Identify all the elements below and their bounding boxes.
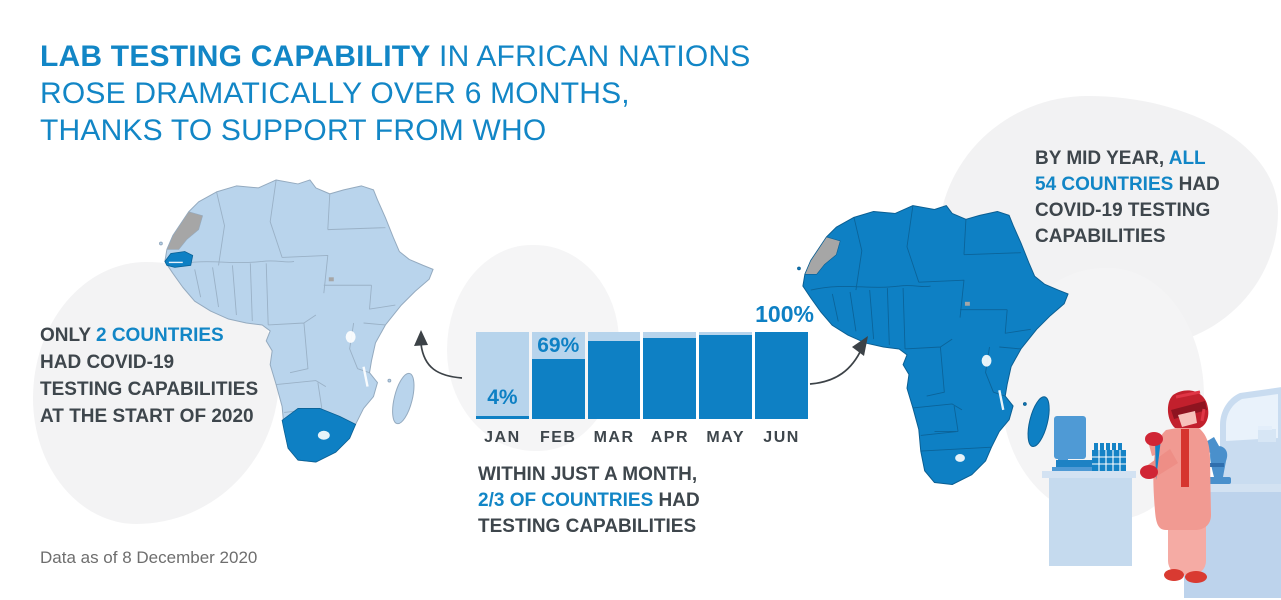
note-mid-highlight: 2/3 OF COUNTRIES <box>478 490 654 511</box>
lake-malawi <box>998 389 1005 411</box>
face <box>1178 411 1197 427</box>
bar-fill <box>531 358 585 419</box>
month-axis-labels: JAN FEB MAR APR MAY JUN <box>476 429 808 447</box>
country-borders <box>810 205 1031 452</box>
month-label-may: MAY <box>706 429 746 446</box>
lab-scene-svg <box>1042 387 1281 598</box>
africa-map-right <box>797 186 1072 508</box>
note-mid-line-1: WITHIN JUST A MONTH, <box>478 464 698 485</box>
left-bench <box>1042 471 1136 566</box>
bar-value-label-feb: 69% <box>537 334 580 357</box>
africa-map-left <box>158 174 438 472</box>
curved-arrow-right-icon <box>809 336 868 385</box>
glove-upper <box>1145 432 1163 446</box>
africa-map-left-svg <box>159 179 434 463</box>
title-line-2: ROSE DRAMATICALLY OVER 6 MONTHS, <box>40 77 630 110</box>
note-right-line-1: BY MID YEAR, ALL <box>1035 146 1220 172</box>
note-mid-line-3: TESTING CAPABILITIES <box>478 516 697 537</box>
month-label-apr: APR <box>650 429 690 446</box>
month-label-jun: JUN <box>763 429 800 446</box>
monthly-testing-bar-chart: 4% 69% 100% <box>476 301 814 419</box>
bar-fill <box>476 415 529 419</box>
bar-apr <box>643 332 697 419</box>
bar-jan: 4% <box>476 332 529 419</box>
note-left-highlight: 2 COUNTRIES <box>95 325 224 346</box>
title-bold-segment: LAB TESTING CAPABILITY <box>40 40 431 73</box>
bar-track <box>476 332 529 419</box>
bar-fill <box>699 334 753 419</box>
lesotho-cutout <box>317 430 330 440</box>
note-mid-seg2: HAD <box>653 490 700 511</box>
note-right-line-3: COVID-19 TESTING <box>1035 200 1211 221</box>
lake-malawi <box>362 366 369 387</box>
month-label-jan: JAN <box>484 429 521 446</box>
bar-fill <box>587 340 641 419</box>
bar-fill <box>755 332 808 419</box>
title-line-1: LAB TESTING CAPABILITY IN AFRICAN NATION… <box>40 38 750 75</box>
western-sahara-region <box>166 211 204 250</box>
page-title: LAB TESTING CAPABILITY IN AFRICAN NATION… <box>40 38 750 149</box>
madagascar <box>1027 396 1050 448</box>
lake-victoria <box>981 354 992 367</box>
note-right-highlight-1: ALL <box>1168 148 1206 169</box>
disputed-area-marker <box>964 301 970 306</box>
lab-scene-illustration <box>1042 383 1281 598</box>
month-label-mar: MAR <box>593 429 635 446</box>
comoros-dot <box>387 378 392 383</box>
note-right-highlight-2: 54 COUNTRIES <box>1035 174 1174 195</box>
lab-technician <box>1140 390 1211 583</box>
africa-landmass <box>802 205 1069 485</box>
senegal-highlight <box>164 251 194 268</box>
cape-verde-dot <box>159 241 163 246</box>
madagascar <box>392 372 415 425</box>
comoros-dot <box>1022 402 1027 406</box>
note-left-line-4: AT THE START OF 2020 <box>40 406 254 427</box>
note-right-line-4: CAPABILITIES <box>1035 226 1166 247</box>
glove-lower <box>1140 465 1158 479</box>
bar-may <box>699 332 753 419</box>
africa-map-right-svg <box>797 205 1069 485</box>
disputed-area-marker <box>328 277 334 282</box>
note-left-line-3: TESTING CAPABILITIES <box>40 379 259 400</box>
lake-victoria <box>345 330 356 343</box>
note-mid-year: BY MID YEAR, ALL 54 COUNTRIES HAD COVID-… <box>1035 146 1220 250</box>
note-right-seg1: BY MID YEAR, <box>1035 148 1169 169</box>
africa-landmass <box>164 179 434 463</box>
note-left-line-2: HAD COVID-19 <box>40 352 175 373</box>
bar-fill <box>643 338 697 419</box>
month-label-feb: FEB <box>539 429 577 446</box>
bar-value-label-jun: 100% <box>755 301 814 327</box>
note-left-line-1: ONLY 2 COUNTRIES <box>40 322 258 349</box>
bar-jun: 100% <box>755 301 814 419</box>
test-tube-rack <box>1092 443 1126 471</box>
note-left-seg1: ONLY <box>40 325 96 346</box>
bar-value-label-jan: 4% <box>487 386 518 409</box>
face-shield <box>1171 401 1207 419</box>
bar-feb: 69% <box>531 332 585 419</box>
curved-arrow-left-icon <box>414 330 463 379</box>
note-mid-line-2: 2/3 OF COUNTRIES HAD <box>478 488 700 514</box>
western-sahara-region <box>804 236 841 275</box>
note-right-seg4: HAD <box>1173 174 1220 195</box>
analyzer-machine <box>1052 416 1098 471</box>
cape-verde-dot <box>797 266 801 271</box>
note-start-2020: ONLY 2 COUNTRIES HAD COVID-19 TESTING CA… <box>40 322 258 430</box>
bar-mar <box>587 332 641 419</box>
scarf <box>1181 429 1189 487</box>
safety-cabinet <box>1220 387 1281 484</box>
note-right-line-2: 54 COUNTRIES HAD <box>1035 172 1220 198</box>
title-regular-segment: IN AFRICAN NATIONS <box>430 40 751 73</box>
data-as-of-note: Data as of 8 December 2020 <box>40 548 258 567</box>
title-line-3: THANKS TO SUPPORT FROM WHO <box>40 114 547 147</box>
note-within-a-month: WITHIN JUST A MONTH, 2/3 OF COUNTRIES HA… <box>478 462 700 540</box>
lesotho-cutout <box>955 454 965 462</box>
